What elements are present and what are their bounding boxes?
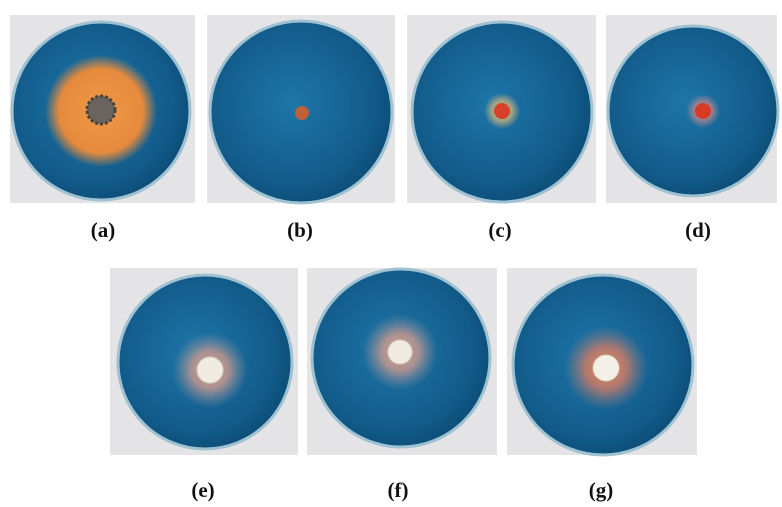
panel-label: (a): [91, 218, 116, 242]
panel-label: (b): [287, 218, 313, 242]
sample: [295, 106, 309, 120]
sample: [494, 103, 510, 119]
panel-label: (f): [388, 478, 409, 502]
panel-label: (d): [685, 218, 711, 242]
figure: (a) (b) (c) (d) (e) (f) (g): [0, 0, 782, 507]
sample: [197, 357, 223, 383]
panel-label: (e): [191, 478, 214, 502]
panel-label: (c): [488, 218, 511, 242]
panel-label: (g): [589, 478, 614, 502]
sample: [388, 340, 412, 364]
sample: [695, 103, 711, 119]
sample: [593, 355, 619, 381]
sample: [87, 96, 115, 124]
